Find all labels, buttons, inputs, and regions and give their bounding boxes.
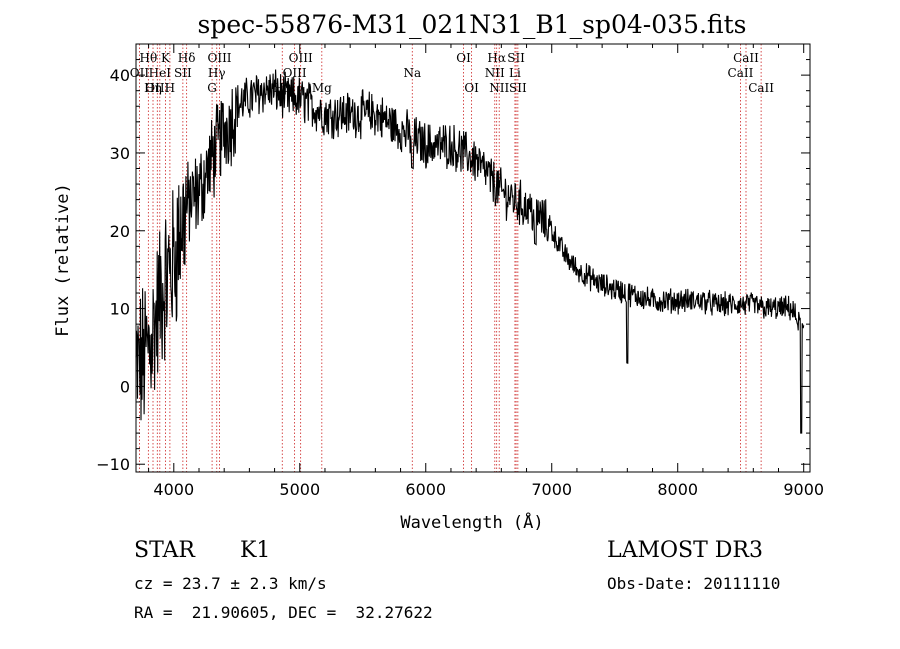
line-marker-label: OI [464,81,479,95]
line-marker-label: Hδ [178,51,196,65]
line-marker-label: OIII [289,51,313,65]
x-tick-label: 7000 [531,480,572,499]
x-tick-label: 4000 [153,480,194,499]
line-marker-label: CaII [748,81,774,95]
x-tick-label: 9000 [783,480,824,499]
line-marker-label: Hγ [208,66,226,80]
spectrum-series [135,69,805,434]
y-axis: −10 0 10 20 30 40 [96,59,810,474]
y-tick-label: 0 [120,377,130,396]
line-marker-label: HeI [149,66,172,80]
line-marker-label: Na [403,66,421,80]
line-marker-label: SII [507,51,525,65]
line-marker-label: Hθ [139,51,157,65]
line-marker-label: Mg [312,81,332,95]
line-marker-label: Hα [487,51,506,65]
x-tick-label: 8000 [657,480,698,499]
line-marker-label: SII [509,81,527,95]
y-tick-label: −10 [96,455,130,474]
line-marker-label: NII [485,66,505,80]
line-marker-label: CaII [733,51,759,65]
plot-frame [135,43,811,473]
observation-date: Obs-Date: 20111110 [607,574,781,593]
survey-name: LAMOST DR3 [607,538,763,563]
y-tick-label: 40 [110,66,130,85]
line-marker-label: H [165,81,175,95]
line-marker-label: OII [130,66,150,80]
y-axis-label: Flux (relative) [53,183,73,337]
line-marker-label: Li [509,66,521,80]
y-tick-label: 20 [110,222,130,241]
x-tick-label: 6000 [405,480,446,499]
y-tick-label: 30 [110,144,130,163]
redshift-velocity: cz = 23.7 ± 2.3 km/s [134,574,327,593]
line-marker-label: OIII [283,66,307,80]
object-class: STAR [134,538,195,563]
y-tick-label: 10 [110,300,130,319]
line-marker-label: SII [174,66,192,80]
x-axis: 4000 5000 6000 7000 8000 9000 [148,44,824,499]
x-tick-label: 5000 [279,480,320,499]
line-marker-label: K [161,51,171,65]
line-marker-label: G [207,81,217,95]
line-marker-label: OIII [207,51,231,65]
x-axis-label: Wavelength (Å) [400,511,543,533]
line-marker-label: CaII [728,66,754,80]
line-marker-label: OIII [145,81,169,95]
spectrum-line [135,69,805,434]
chart-title: spec-55876-M31_021N31_B1_sp04-035.fits [198,10,747,39]
line-marker-label: OI [456,51,471,65]
line-marker-label: NII [489,81,509,95]
object-subclass: K1 [240,538,271,563]
sky-coordinates: RA = 21.90605, DEC = 32.27622 [134,603,433,622]
line-marker-label: Hη [144,81,162,95]
